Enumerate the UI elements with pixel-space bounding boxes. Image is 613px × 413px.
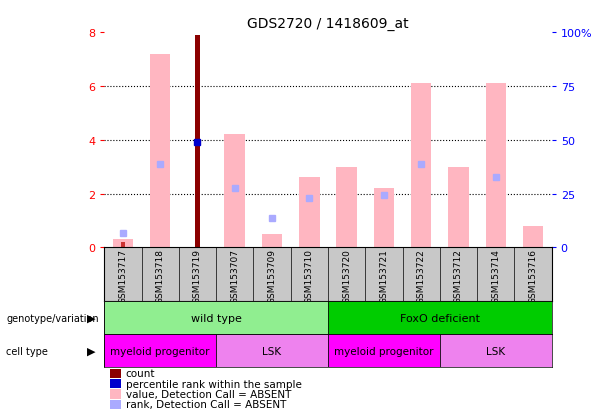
Bar: [328, 335, 440, 368]
Text: GSM153714: GSM153714: [491, 249, 500, 304]
Text: count: count: [126, 368, 155, 378]
Bar: [150, 55, 170, 248]
Text: GSM153722: GSM153722: [417, 249, 425, 304]
Text: genotype/variation: genotype/variation: [6, 313, 99, 323]
Bar: [104, 301, 328, 335]
Bar: [299, 178, 319, 248]
Text: GSM153710: GSM153710: [305, 249, 314, 304]
Text: cell type: cell type: [6, 346, 48, 356]
Text: GSM153712: GSM153712: [454, 249, 463, 304]
Bar: [121, 242, 125, 248]
Bar: [440, 335, 552, 368]
Bar: [374, 189, 394, 248]
Bar: [195, 36, 200, 248]
Bar: [104, 335, 216, 368]
Text: percentile rank within the sample: percentile rank within the sample: [126, 379, 302, 389]
Text: GSM153720: GSM153720: [342, 249, 351, 304]
Text: GSM153719: GSM153719: [193, 249, 202, 304]
Bar: [262, 235, 282, 248]
Bar: [337, 167, 357, 248]
Bar: [448, 167, 469, 248]
Bar: [216, 335, 328, 368]
Text: myeloid progenitor: myeloid progenitor: [110, 346, 210, 356]
Text: GSM153717: GSM153717: [118, 249, 128, 304]
Text: LSK: LSK: [486, 346, 505, 356]
Bar: [113, 240, 133, 248]
Text: wild type: wild type: [191, 313, 242, 323]
Bar: [328, 301, 552, 335]
Text: FoxO deficient: FoxO deficient: [400, 313, 480, 323]
Text: ▶: ▶: [86, 346, 95, 356]
Text: GSM153718: GSM153718: [156, 249, 165, 304]
Text: GSM153716: GSM153716: [528, 249, 538, 304]
Bar: [523, 226, 543, 248]
Text: GSM153707: GSM153707: [230, 249, 239, 304]
Text: value, Detection Call = ABSENT: value, Detection Call = ABSENT: [126, 389, 291, 399]
Bar: [411, 84, 432, 248]
Text: GSM153709: GSM153709: [267, 249, 276, 304]
Bar: [485, 84, 506, 248]
Text: rank, Detection Call = ABSENT: rank, Detection Call = ABSENT: [126, 399, 286, 409]
Text: ▶: ▶: [86, 313, 95, 323]
Text: myeloid progenitor: myeloid progenitor: [334, 346, 433, 356]
Bar: [224, 135, 245, 248]
Text: LSK: LSK: [262, 346, 281, 356]
Title: GDS2720 / 1418609_at: GDS2720 / 1418609_at: [247, 17, 409, 31]
Text: GSM153721: GSM153721: [379, 249, 389, 304]
